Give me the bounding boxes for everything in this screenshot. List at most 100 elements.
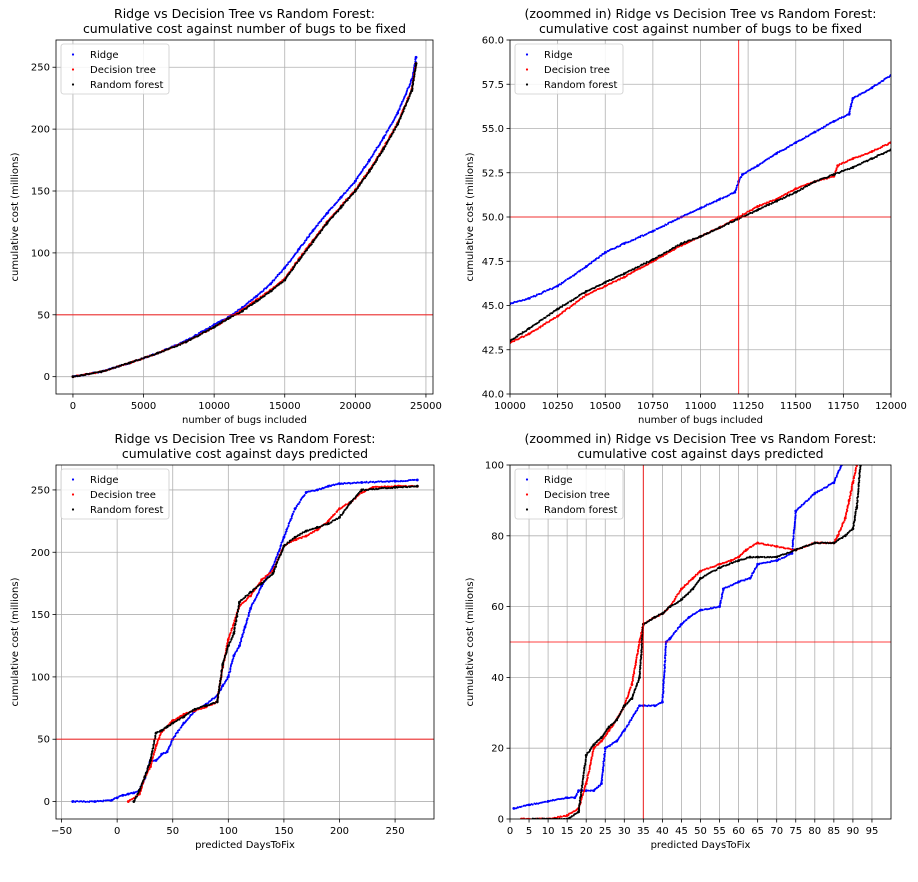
data-point [255, 586, 258, 589]
data-point [561, 305, 564, 308]
data-point [303, 493, 306, 496]
data-point [414, 62, 418, 65]
data-point [112, 366, 115, 369]
data-point [794, 514, 797, 517]
data-point [172, 718, 175, 721]
data-point [635, 237, 638, 240]
data-point [510, 302, 513, 305]
data-point [854, 467, 857, 470]
legend-label: Ridge [544, 50, 573, 61]
data-point [306, 248, 309, 251]
data-point [276, 560, 279, 563]
data-point [280, 543, 283, 546]
data-point [620, 733, 623, 736]
data-point [800, 185, 803, 188]
data-point [395, 125, 398, 128]
data-point [692, 237, 695, 240]
data-point [240, 603, 243, 606]
data-point [299, 532, 302, 535]
data-point [683, 620, 686, 623]
data-point [722, 196, 725, 199]
data-point [386, 129, 389, 132]
chart-2: 10000 10250 10500 10750 11000 11250 11500 11750… [465, 6, 907, 426]
legend-label: Decision tree [90, 490, 156, 501]
data-point [234, 622, 237, 625]
data-point [772, 201, 775, 204]
data-point [634, 663, 637, 666]
data-point [544, 290, 547, 293]
x-tick-label: 65 [751, 826, 764, 837]
data-point [628, 690, 631, 693]
data-point [627, 723, 630, 726]
y-tick-label: 60.0 [482, 36, 504, 47]
data-point [759, 542, 762, 545]
data-point [653, 229, 656, 232]
data-point [324, 523, 327, 526]
data-point [718, 604, 721, 607]
data-point [845, 512, 848, 515]
data-point [400, 115, 403, 118]
data-point [595, 257, 598, 260]
data-point [628, 688, 631, 691]
data-point [773, 559, 776, 562]
data-point [667, 221, 670, 224]
data-point [632, 238, 635, 241]
data-point [713, 200, 716, 203]
data-point [139, 787, 142, 790]
data-point [640, 646, 643, 649]
x-tick-label: 50 [166, 826, 179, 837]
data-point [626, 724, 629, 727]
data-point [671, 603, 674, 606]
data-point [650, 704, 653, 707]
data-point [330, 521, 333, 524]
data-point [398, 107, 401, 110]
data-point [665, 223, 668, 226]
data-points [512, 465, 862, 819]
data-point [264, 576, 267, 579]
data-point [595, 289, 598, 292]
data-point [837, 532, 840, 535]
data-point [637, 648, 640, 651]
data-point [412, 77, 415, 80]
data-point [583, 788, 586, 791]
data-point [378, 487, 381, 490]
data-point [633, 671, 636, 674]
data-point [735, 581, 738, 584]
data-point [679, 625, 682, 628]
data-point [793, 520, 796, 523]
data-point [575, 793, 578, 796]
data-point [701, 569, 704, 572]
data-point [226, 678, 229, 681]
data-point [537, 327, 540, 330]
y-tick-label: 40.0 [482, 390, 504, 401]
data-point [590, 756, 593, 759]
data-point [791, 143, 794, 146]
data-point [764, 543, 767, 546]
data-point [740, 579, 743, 582]
data-point [596, 285, 599, 288]
data-point [408, 94, 411, 97]
data-point [198, 706, 201, 709]
data-point [361, 168, 364, 171]
data-point [319, 231, 322, 234]
y-tick-label: 0 [44, 372, 50, 383]
x-tick-label: 60 [732, 826, 745, 837]
data-point [581, 780, 584, 783]
data-point [771, 555, 774, 558]
data-point [572, 303, 575, 306]
data-point [687, 239, 690, 242]
data-point [597, 743, 600, 746]
data-point [661, 253, 664, 256]
data-point [636, 709, 639, 712]
data-point [220, 688, 223, 691]
data-point [609, 743, 612, 746]
data-point [513, 337, 516, 340]
data-point [211, 697, 214, 700]
data-point [365, 480, 368, 483]
data-point [789, 193, 792, 196]
data-point [114, 366, 117, 369]
data-point [657, 613, 660, 616]
data-point [220, 673, 223, 676]
data-point [735, 186, 738, 189]
data-point [133, 799, 136, 802]
